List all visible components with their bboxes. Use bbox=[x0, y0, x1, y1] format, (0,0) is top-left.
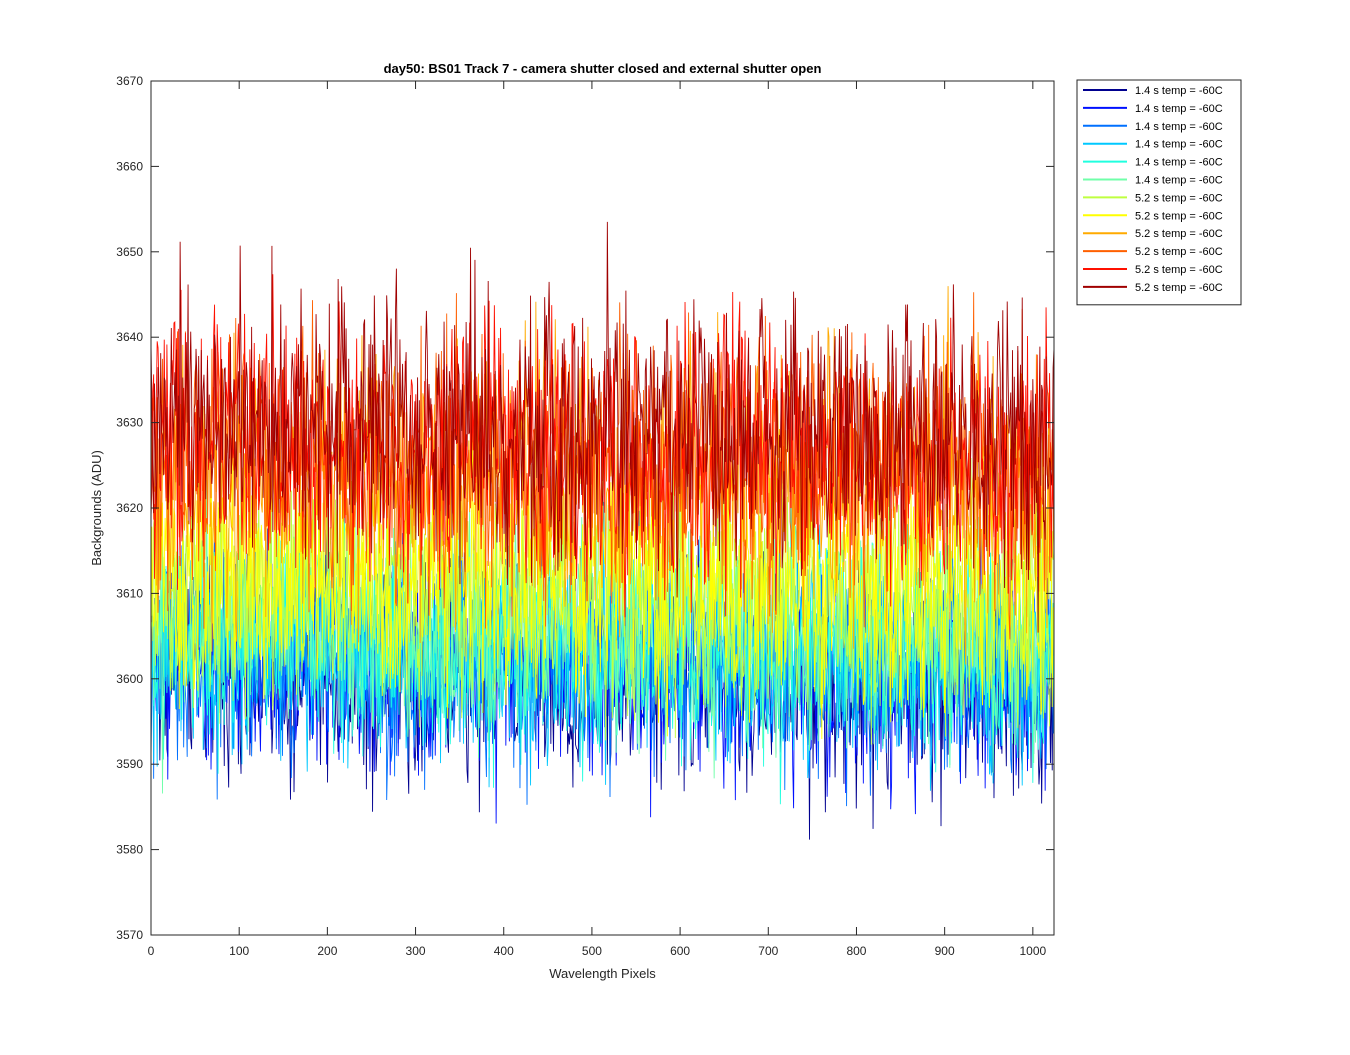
x-tick-label: 500 bbox=[582, 944, 602, 958]
x-tick-label: 100 bbox=[229, 944, 249, 958]
legend-entry-label: 5.2 s temp = -60C bbox=[1135, 282, 1223, 294]
series-line-8 bbox=[151, 388, 1054, 740]
y-tick-label: 3570 bbox=[116, 928, 143, 942]
x-tick-label: 700 bbox=[758, 944, 778, 958]
legend-entry-label: 5.2 s temp = -60C bbox=[1135, 264, 1223, 276]
tick-layer: 0 100 200 300 400 500 600 700 800 900 1000 3570 3580… bbox=[116, 74, 1054, 958]
x-tick-label: 400 bbox=[494, 944, 514, 958]
legend-entry-label: 1.4 s temp = -60C bbox=[1135, 85, 1223, 97]
x-tick-label: 200 bbox=[317, 944, 337, 958]
y-tick-label: 3620 bbox=[116, 501, 143, 515]
legend-entry-label: 1.4 s temp = -60C bbox=[1135, 139, 1223, 151]
series-line-12 bbox=[151, 221, 1054, 633]
legend-entry-label: 1.4 s temp = -60C bbox=[1135, 103, 1223, 115]
y-tick-label: 3580 bbox=[116, 843, 143, 857]
x-tick-label: 1000 bbox=[1019, 944, 1046, 958]
y-axis-label: Backgrounds (ADU) bbox=[89, 450, 104, 566]
y-tick-label: 3660 bbox=[116, 159, 143, 173]
y-tick-label: 3670 bbox=[116, 74, 143, 88]
legend-entry-label: 5.2 s temp = -60C bbox=[1135, 228, 1223, 240]
legend-entry-label: 1.4 s temp = -60C bbox=[1135, 121, 1223, 133]
chart-title: day50: BS01 Track 7 - camera shutter clo… bbox=[384, 61, 822, 76]
legend-entry-label: 1.4 s temp = -60C bbox=[1135, 175, 1223, 187]
legend-entry-label: 5.2 s temp = -60C bbox=[1135, 210, 1223, 222]
x-tick-label: 800 bbox=[846, 944, 866, 958]
legend: 1.4 s temp = -60C 1.4 s temp = -60C 1.4 s … bbox=[1076, 79, 1242, 306]
y-tick-label: 3600 bbox=[116, 672, 143, 686]
x-tick-label: 300 bbox=[406, 944, 426, 958]
x-tick-label: 600 bbox=[670, 944, 690, 958]
legend-box bbox=[1076, 79, 1242, 306]
legend-entry-label: 5.2 s temp = -60C bbox=[1135, 246, 1223, 258]
legend-entry-label: 5.2 s temp = -60C bbox=[1135, 192, 1223, 204]
series-layer bbox=[151, 221, 1054, 840]
x-tick-label: 0 bbox=[148, 944, 155, 958]
y-tick-label: 3640 bbox=[116, 330, 143, 344]
y-tick-label: 3630 bbox=[116, 416, 143, 430]
legend-entry-label: 1.4 s temp = -60C bbox=[1135, 157, 1223, 169]
y-tick-label: 3650 bbox=[116, 245, 143, 259]
x-axis-label: Wavelength Pixels bbox=[549, 966, 656, 981]
x-tick-label: 900 bbox=[935, 944, 955, 958]
y-tick-label: 3610 bbox=[116, 586, 143, 600]
y-tick-label: 3590 bbox=[116, 757, 143, 771]
